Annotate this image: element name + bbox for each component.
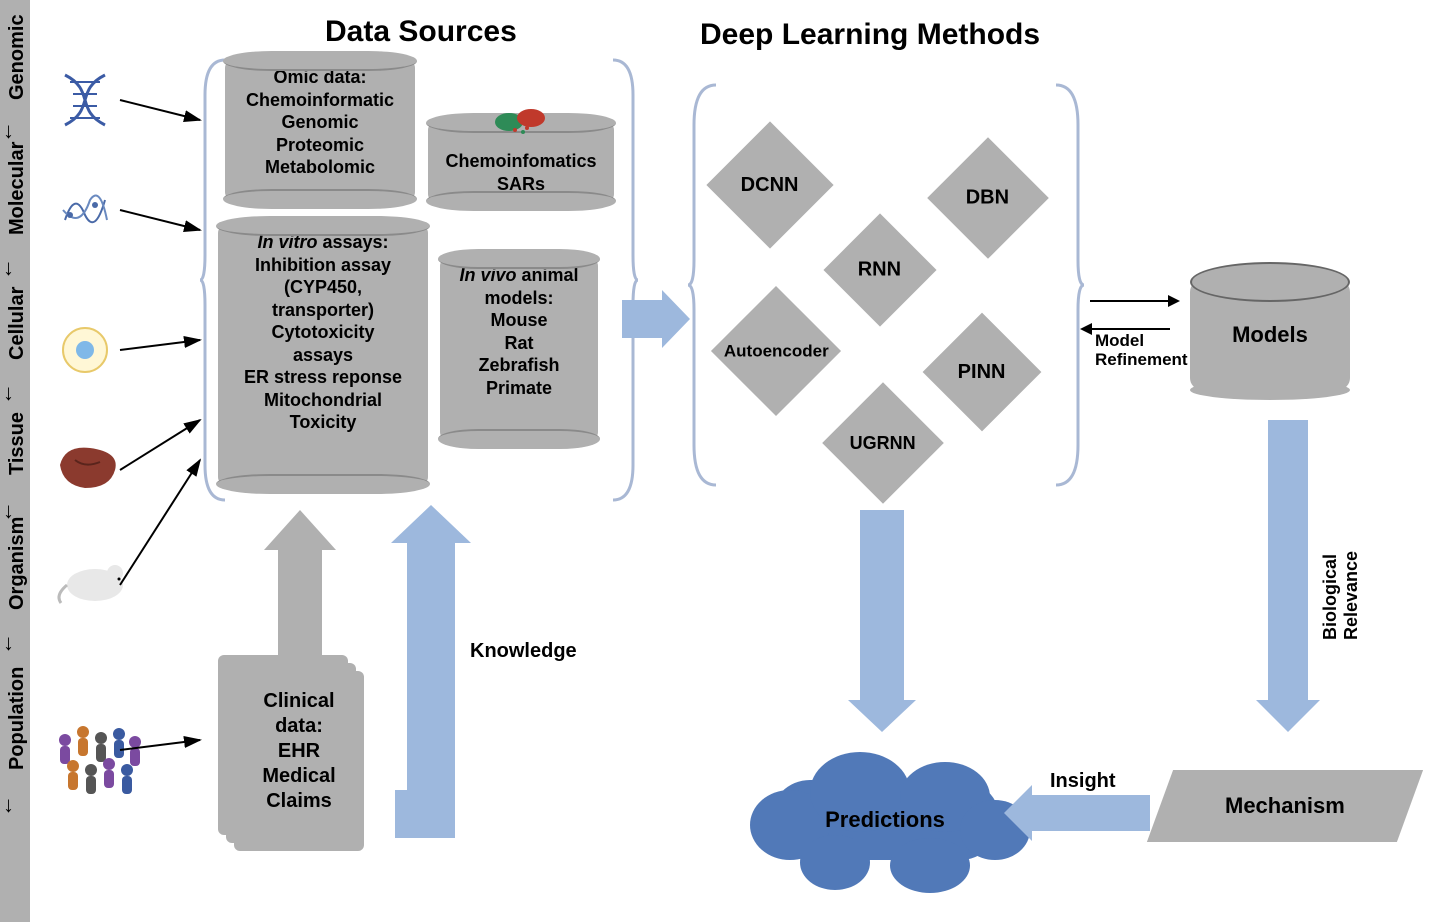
invivo-head-i: In vivo [459,265,516,285]
arrow-dl-to-pred-head [848,700,916,732]
label-bio-relevance: Biological Relevance [1320,530,1362,640]
arrow-ds-to-dl [622,300,662,338]
dl-diamond-pinn: PINN [923,313,1042,432]
arrow-clinical-up-head [264,510,336,550]
dl-bracket-right [1050,80,1084,490]
chemo-line-0: Chemoinfomatics [432,150,610,173]
mechanism-box: Mechanism [1147,770,1423,842]
clinical-card: Clinical data: EHR Medical Claims [234,671,364,851]
title-data-sources: Data Sources [325,15,517,49]
clinical-l2: Medical [238,764,360,789]
label-model-refinement: Model Refinement [1095,332,1188,369]
omic-header: Omic data: [273,67,366,87]
sidebar-label-organism: Organism [6,517,29,610]
arrow-dl-to-pred [860,510,904,700]
arrow-models-to-mech-head [1256,700,1320,732]
chemoinformatics-card: Chemoinfomatics SARs [428,122,614,202]
dl-diamond-dbn: DBN [927,137,1049,259]
liver-icon [55,440,125,500]
invivo-l2: Rat [444,332,594,355]
predictions-label: Predictions [770,780,1000,860]
invitro-l0: Inhibition assay [222,254,424,277]
mouse-icon [55,555,135,610]
invivo-card: In vivo animal models: Mouse Rat Zebrafi… [440,258,598,440]
dl-diamond-ugrnn: UGRNN [822,382,944,504]
protein-structure-icon [55,180,115,245]
omic-line-0: Chemoinformatic [229,89,411,112]
omic-data-card: Omic data: Chemoinformatic Genomic Prote… [225,60,415,200]
invivo-head-r: animal [516,265,578,285]
invivo-l4: Primate [444,377,594,400]
clinical-l1: EHR [238,739,360,764]
arrow-mech-to-pred [1030,795,1150,831]
dl-diamond-label-dcnn: DCNN [741,174,799,197]
population-icon [55,720,145,805]
invivo-l1: Mouse [444,309,594,332]
dl-diamond-dcnn: DCNN [706,121,833,248]
clinical-l0: data: [238,714,360,739]
sidebar-arrow-5: ↓ [3,792,14,818]
title-dl-methods: Deep Learning Methods [700,18,1040,52]
pill-icon [493,104,549,144]
arrow-models-to-dl [1090,328,1170,330]
sidebar-arrow-0: ↓ [3,118,14,144]
predictions-cloud: Predictions [770,780,1000,860]
dna-helix-icon [55,70,115,135]
arrow-mech-to-pred-head [1004,785,1032,841]
dl-diamond-autoencoder: Autoencoder [711,286,841,416]
sidebar-label-molecular: Molecular [6,142,29,235]
arrow-knowledge-head [391,505,471,543]
invitro-l6: Mitochondrial [222,389,424,412]
arrow-clinical-up [278,548,322,658]
sidebar-label-population: Population [6,667,29,770]
label-insight: Insight [1050,770,1116,793]
sidebar-label-genomic: Genomic [6,14,29,100]
sidebar-arrow-4: ↓ [3,630,14,656]
dl-bracket-left [688,80,722,490]
dl-diamond-label-ugrnn: UGRNN [850,433,916,454]
sidebar-arrow-2: ↓ [3,380,14,406]
arrow-knowledge-v [407,540,455,838]
arrow-models-to-mech [1268,420,1308,700]
cell-icon [55,320,115,385]
clinical-head: Clinical [238,689,360,714]
omic-line-3: Metabolomic [229,156,411,179]
invitro-head-i: In vitro [257,232,317,252]
label-knowledge: Knowledge [470,640,577,663]
invitro-l3: Cytotoxicity [222,321,424,344]
dl-diamond-label-autoencoder: Autoencoder [724,341,829,361]
invitro-card: In vitro assays: Inhibition assay (CYP45… [218,225,428,485]
arrow-ds-to-dl-head [662,290,690,348]
invitro-l5: ER stress reponse [222,366,424,389]
omic-line-2: Proteomic [229,134,411,157]
dl-diamond-label-rnn: RNN [858,259,901,282]
dl-diamond-label-dbn: DBN [966,187,1009,210]
clinical-l3: Claims [238,789,360,814]
dl-diamond-label-pinn: PINN [958,360,1006,383]
chemo-line-1: SARs [432,173,610,196]
invivo-l3: Zebrafish [444,354,594,377]
omic-line-1: Genomic [229,111,411,134]
sidebar-arrow-3: ↓ [3,498,14,524]
arrow-dl-to-models [1090,300,1170,302]
models-cylinder: Models [1190,280,1350,390]
invitro-head-r: assays: [317,232,388,252]
invivo-l0: models: [444,287,594,310]
sidebar-arrow-1: ↓ [3,255,14,281]
invitro-l4: assays [222,344,424,367]
invitro-l7: Toxicity [222,411,424,434]
sidebar-label-tissue: Tissue [6,412,29,475]
invitro-l2: transporter) [222,299,424,322]
models-label: Models [1190,280,1350,390]
invitro-l1: (CYP450, [222,276,424,299]
mechanism-label: Mechanism [1225,793,1345,819]
dl-diamond-rnn: RNN [823,213,936,326]
sidebar-label-cellular: Cellular [6,287,29,360]
